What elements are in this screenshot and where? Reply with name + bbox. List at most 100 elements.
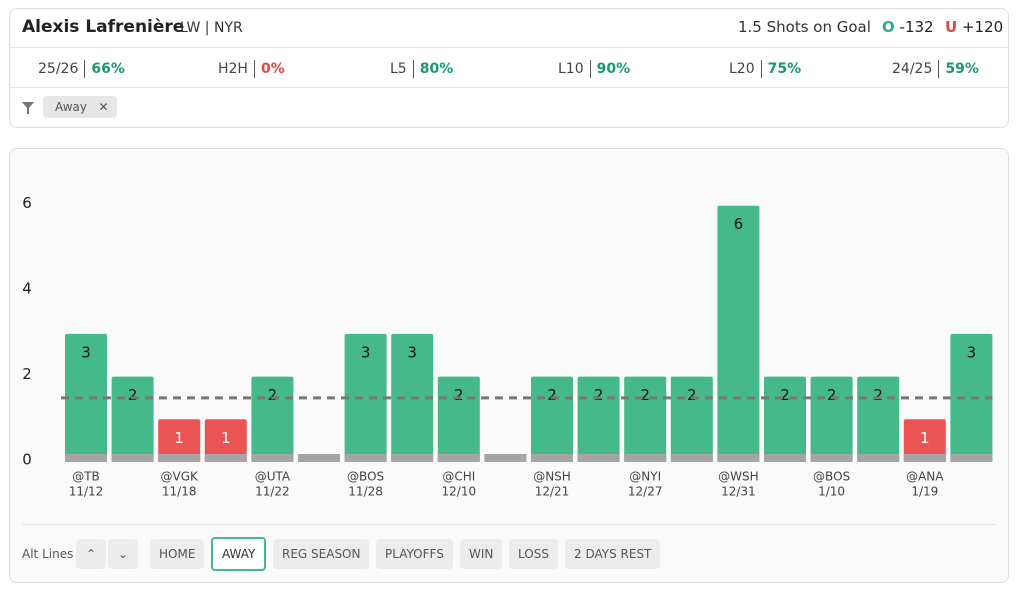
x-tick-label: @TB bbox=[72, 470, 100, 484]
chart-card: 0 2 4 6 3 @TB 11/12 2 1 @VGK 11/18 1 2 @UTA 11/22 3 @BOS… bbox=[9, 148, 1009, 583]
y-tick-label: 0 bbox=[22, 451, 32, 469]
bar-base bbox=[670, 454, 713, 462]
prop: 1.5 Shots on Goal bbox=[738, 18, 871, 36]
stat-separator bbox=[84, 59, 86, 78]
stat-separator bbox=[253, 59, 255, 78]
bar-label: 3 bbox=[361, 343, 371, 361]
bar-label: 2 bbox=[640, 386, 650, 404]
x-tick-date: 11/28 bbox=[348, 485, 383, 499]
stat: L5 80% bbox=[390, 58, 453, 78]
bar-base bbox=[950, 454, 993, 462]
x-tick-date: 12/21 bbox=[535, 485, 570, 499]
filter-button[interactable]: LOSS bbox=[509, 539, 558, 569]
filter-button[interactable]: 2 DAYS REST bbox=[565, 539, 661, 569]
stat-value: 66% bbox=[91, 61, 125, 77]
x-tick-label: @NYI bbox=[629, 470, 661, 484]
y-tick-label: 4 bbox=[22, 280, 32, 298]
alt-down[interactable]: ⌄ bbox=[108, 539, 138, 569]
x-tick-date: 12/27 bbox=[628, 485, 663, 499]
bar-label: 1 bbox=[920, 429, 930, 447]
divider bbox=[10, 87, 1008, 88]
bar bbox=[65, 333, 107, 462]
x-tick-date: 1/19 bbox=[911, 485, 938, 499]
bar-label: 3 bbox=[81, 343, 91, 361]
stat-value: 80% bbox=[419, 61, 454, 77]
bar-label: 2 bbox=[547, 386, 557, 404]
stat-label: 24/25 bbox=[892, 61, 933, 77]
bar-label: 2 bbox=[128, 386, 138, 404]
under-letter: U bbox=[945, 18, 958, 36]
stat-label: 25/26 bbox=[38, 61, 79, 77]
stat-value: 90% bbox=[596, 61, 631, 77]
bar-base bbox=[437, 454, 480, 462]
player-team: LW | NYR bbox=[180, 20, 243, 36]
x-tick-label: @BOS bbox=[347, 470, 384, 484]
filter-button[interactable]: PLAYOFFS bbox=[376, 539, 453, 569]
stat-label: H2H bbox=[218, 61, 248, 77]
bar bbox=[344, 333, 387, 462]
stat-label: L10 bbox=[558, 61, 584, 77]
filter-icon bbox=[22, 102, 34, 114]
bar-label: 3 bbox=[967, 343, 977, 361]
x-tick-date: 1/10 bbox=[818, 485, 845, 499]
x-tick-label: @UTA bbox=[255, 470, 291, 484]
filter-button[interactable]: HOME bbox=[150, 539, 205, 569]
divider bbox=[10, 47, 1008, 48]
alt-up[interactable]: ⌃ bbox=[76, 539, 106, 569]
stat-value: 59% bbox=[945, 61, 979, 77]
x-tick-label: @CHI bbox=[442, 470, 475, 484]
stat-label: L20 bbox=[729, 61, 755, 77]
x-tick-label: @NSH bbox=[533, 470, 571, 484]
stat: H2H 0% bbox=[218, 58, 285, 78]
stat-separator bbox=[589, 59, 591, 78]
stat: L10 90% bbox=[558, 58, 630, 78]
x-tick-date: 12/31 bbox=[721, 485, 756, 499]
stat-separator bbox=[412, 59, 414, 78]
bar-base bbox=[204, 454, 247, 462]
filter-button[interactable]: WIN bbox=[460, 539, 503, 569]
bar-label: 2 bbox=[873, 386, 883, 404]
bar-label: 3 bbox=[407, 343, 417, 361]
bar-base bbox=[810, 454, 853, 462]
bar-base bbox=[903, 454, 946, 462]
bar bbox=[158, 419, 201, 462]
bar-base bbox=[857, 454, 900, 462]
stat-separator bbox=[760, 59, 762, 78]
bar-label: 1 bbox=[174, 429, 184, 447]
bar-base bbox=[717, 454, 760, 462]
bar-base bbox=[624, 454, 667, 462]
bar bbox=[903, 419, 946, 462]
bar-base bbox=[531, 454, 573, 462]
bar-base bbox=[391, 454, 434, 462]
divider bbox=[22, 524, 996, 525]
filter-chip[interactable]: Away ✕ bbox=[43, 96, 117, 118]
over-odds: O -132 bbox=[882, 18, 934, 36]
bar-label: 2 bbox=[454, 386, 464, 404]
stat: L20 75% bbox=[729, 58, 801, 78]
bar-base bbox=[158, 454, 201, 462]
x-tick-label: @VGK bbox=[161, 470, 200, 484]
y-tick-label: 6 bbox=[22, 194, 32, 212]
bar-label: 2 bbox=[780, 386, 790, 404]
x-tick-label: @BOS bbox=[813, 470, 850, 484]
bar-base bbox=[298, 454, 340, 462]
stat-separator bbox=[938, 59, 940, 78]
alt-lines-label: Alt Lines bbox=[22, 547, 74, 561]
stat-value: 0% bbox=[260, 61, 285, 77]
bar-label: 2 bbox=[268, 386, 278, 404]
filter-button[interactable]: REG SEASON bbox=[273, 539, 370, 569]
stat-label: L5 bbox=[390, 61, 407, 77]
over-value: -132 bbox=[899, 18, 934, 36]
x-tick-date: 12/10 bbox=[442, 485, 477, 499]
filter-button[interactable]: AWAY bbox=[211, 537, 267, 571]
bar bbox=[204, 419, 247, 462]
x-tick-date: 11/18 bbox=[162, 485, 197, 499]
stat: 24/25 59% bbox=[892, 58, 979, 78]
bar-base bbox=[484, 454, 527, 462]
bar-base bbox=[577, 454, 620, 462]
bar-base bbox=[344, 454, 387, 462]
stat-value: 75% bbox=[767, 61, 802, 77]
summary-card: Alexis Lafrenière LW | NYR 1.5 Shots on … bbox=[9, 8, 1009, 128]
